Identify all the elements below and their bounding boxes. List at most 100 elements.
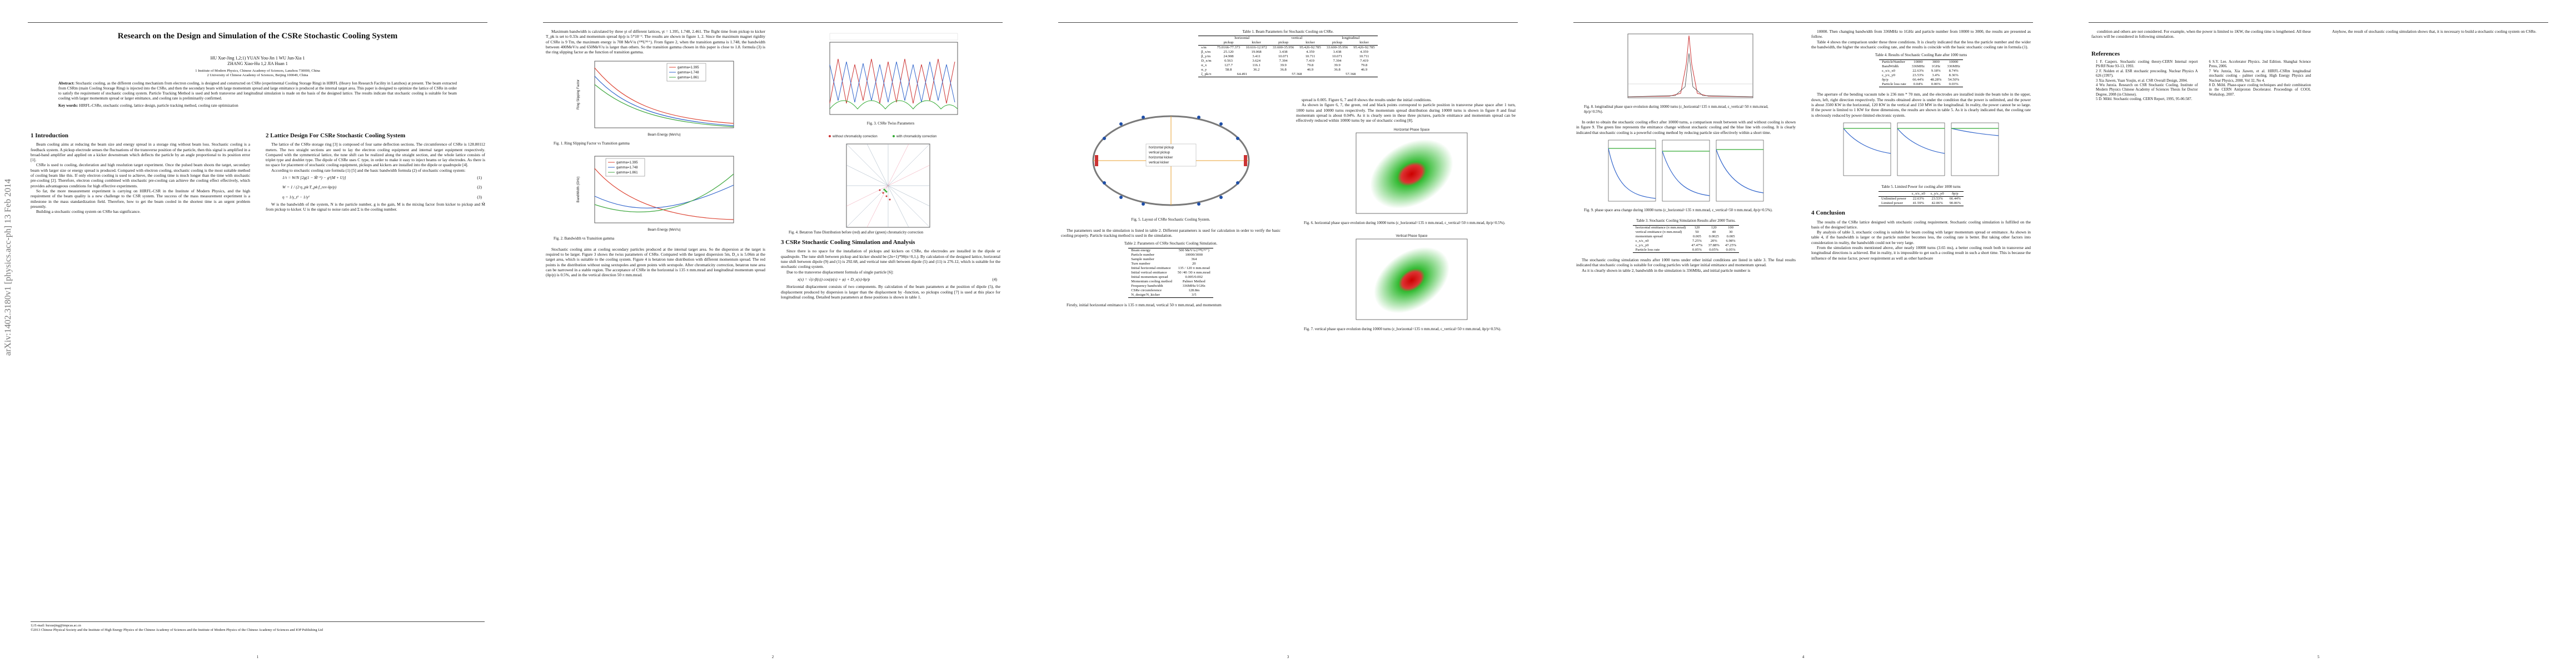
table-cell: 0.0025 [1708,234,1719,238]
legend-entry: gamma=1.748 [616,166,638,170]
table-cell: 57.368 [1346,72,1356,76]
table-cell: 48.28% [1930,78,1942,82]
body-text: spread is 0.005. Figure 6, 7 and 8 shows… [1296,97,1516,123]
paragraph: Since there is no space for the installa… [781,248,1000,270]
header-cell: kicker [1252,41,1261,44]
paragraph: So far, the more measurement experiment … [31,188,250,209]
page: Table 1. Beam Parameters for Stochastic … [1030,0,1546,667]
paragraph: Table 4 shows the comparison under these… [1811,39,2031,49]
table-cell: ε_y/ε_y0 [1882,73,1895,78]
table-cell: α_y [1201,68,1207,72]
author-block: HU Xue-Jing 1,2;1) YUAN You-Jin 1 WU Jun… [33,56,482,67]
table-row: D_x/m 0.563 3.624 7.394 7.419 7.394 7.419 [1198,59,1377,63]
legend-entry: without chromaticity correction [832,135,878,138]
table-cell: 79.8 [1307,63,1314,67]
table-row: Sample number 364 [1128,257,1213,262]
column: 1 Introduction Beam cooling aims at redu… [31,129,250,214]
table-cell: Initial momentum spread [1131,275,1168,280]
table-cell: 39.9 [1280,63,1287,67]
body-text: In order to obtain the stochastic coolin… [1576,120,1796,135]
table-row: Particle loss rate 0.05% 0.05% 0.05% [1633,248,1740,253]
paragraph: In order to obtain the stochastic coolin… [1576,120,1796,135]
table-row: β_y/m 24.908 3.411 10.071 10.711 10.071 10.711 [1198,54,1377,59]
table-cell: 120 [1711,225,1717,230]
table-cell: s/m [1201,46,1207,49]
column: Fig. 8. longitudinal phase space evoluti… [1576,29,1796,273]
table-cell: 33.600-35.956 [1272,46,1294,49]
table: Table 2. Parameters of CSRe Stochastic C… [1061,241,1280,298]
table-caption: Table 4. Results of Stochastic Cooling R… [1875,53,1967,58]
body-text: The stochastic cooling simulation result… [1576,257,1796,273]
table-cell: 7.419 [1360,59,1368,63]
header-cell: vertical [1291,36,1303,40]
body-text: condition and others are not considered.… [2091,29,2311,39]
table-cell: Particle number [1131,253,1155,257]
keywords: Key words: HIRFL-CSRe, stochastic coolin… [58,103,457,108]
table: Table 3. Stochastic Cooling Simulation R… [1576,218,1796,253]
equation-number: (1) [477,175,482,181]
section-heading: References [2091,50,2120,57]
header-cell: kicker [1306,41,1315,44]
paragraph: Firstly, initial horizontal emittance is… [1067,302,1222,308]
page-number: 1 [256,655,259,659]
table-cell: CSRe circumference [1131,288,1162,293]
table-cell: 37.88% [1708,243,1720,247]
footnote: ©2013 Chinese Physical Society and the I… [31,628,323,632]
paragraph: Building a stochastic cooling system on … [36,209,141,215]
table-cell: BandWidth [1882,64,1899,69]
figure: gamma=1.395 gamma=1.748 gamma=1.861 Band… [577,156,734,232]
legend-entry: gamma=1.861 [616,171,638,175]
header-cell: ε_y/ε_y0 [1930,192,1944,196]
ref: 7 Wu Junxia, Xia Jiawen, et al. HIRFL-CS… [2209,69,2311,83]
figure-caption: Fig. 5. Layout of CSRe Stochastic Coolin… [1131,218,1210,222]
table-cell: 50 [1695,230,1699,234]
paragraph: Horizontal displacement consists of two … [781,284,1000,300]
table-row: α_x 127.7 116.1 39.9 79.8 39.9 79.8 [1198,63,1377,68]
author: HU Xue-Jing 1,2;1) YUAN You-Jin 1 WU Jun… [210,56,305,61]
table-cell: 22.63% [1912,69,1924,73]
section-body: Since there is no space for the installa… [781,248,1000,274]
body-text: Firstly, initial horizontal emittance is… [1061,302,1280,307]
keywords-label: Key words: [58,103,78,108]
table-head: horizontal vertical longitudinal pickup kick… [1198,36,1378,46]
table-cell: 20 [1192,262,1196,266]
section-body: W is the bandwidth of the system, N is t… [266,202,485,212]
table-cell: 58.8 [1225,68,1232,72]
table-row: momentum spread 0.005 0.0025 0.005 [1633,235,1740,239]
table: Table 1. Beam Parameters for Stochastic … [1061,30,1515,77]
table-body: s/m 75.0166-77.373 10.616-12.972 33.600-35.… [1198,45,1378,77]
table-row: β_x/m 25.120 19.068 3.438 4.359 3.438 4.359 [1198,50,1377,54]
table-cell: α_x [1201,63,1207,67]
table-cell: 127.7 [1224,63,1233,67]
table-cell: 40 [1712,230,1716,234]
table-cell: ParticleNumber [1882,60,1905,64]
table-cell: 46.9 [1307,68,1314,72]
table-cell: 24.908 [1223,54,1234,58]
body-text: Stochastic cooling aims at cooling secon… [546,247,765,278]
paragraph: CSRe is used to cooling, deceleration an… [31,162,250,188]
table-cell: 33.600-35.956 [1326,46,1348,49]
header-cell: pickup [1278,41,1289,44]
axis-label: Beam Energy (MeV/u) [647,133,680,137]
page-number: 3 [1287,655,1289,659]
equations: 1/τ = W/N [2g(1 − M̃⁻²) − g²(M + U)] (1) W… [266,173,485,202]
header-cell: pickup [1332,41,1342,44]
table-grid: horizontal emittance (π mm.mrad) 120 120 10… [1632,225,1740,253]
axis-label: Ring Slipping Factor [577,79,580,109]
table-row: ε_y/ε_y0 47.47% 37.88% 47.25% [1633,243,1740,248]
legend-entry: gamma=1.395 [677,66,699,69]
legend-entry: gamma=1.748 [677,71,699,74]
header-corner [1198,36,1214,41]
figure [1607,140,1763,202]
table-cell: 120 [1694,225,1700,230]
table-cell: δp/p [1882,78,1889,82]
table-cell: 0.06% [1931,82,1941,87]
table-cell: 8.36% [1949,73,1959,78]
header-corner [1198,41,1214,46]
table-row: ε_x/ε_x0 7.25% 20% 6.98% [1633,239,1740,243]
paragraph: From the simulation results mentioned ab… [1811,245,2031,261]
table-cell: 0.005 [1726,234,1735,238]
table-cell: 95.426-92.785 [1299,46,1321,49]
table-cell: 36.8 [1280,68,1287,72]
ref: 8 D. Möhl. Phase-space cooling technique… [2209,83,2311,97]
